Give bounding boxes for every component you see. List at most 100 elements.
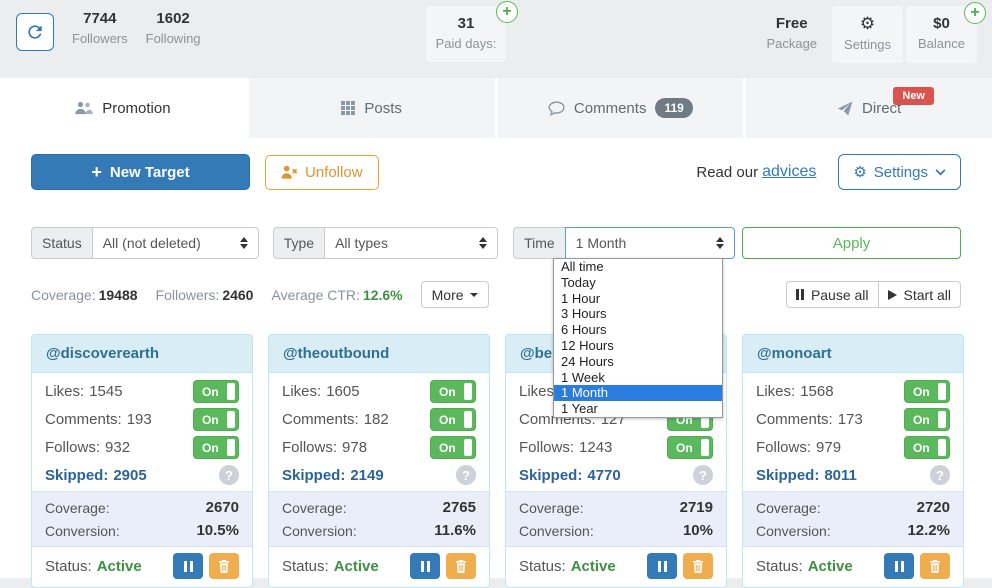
time-option-3-hours[interactable]: 3 Hours [561,306,607,322]
coverage-summary-value: 19488 [98,286,138,303]
card-metrics: Coverage: 2765 Conversion: 11.6% [269,491,489,547]
start-all-label: Start all [903,286,951,303]
time-option-1-hour[interactable]: 1 Hour [561,290,601,306]
settings-dropdown-button[interactable]: ⚙ Settings [838,154,961,190]
balance-card: $0 Balance + [906,2,986,63]
tab-promotion[interactable]: Promotion [0,78,249,138]
gear-icon: ⚙ [853,163,867,181]
likes-value: 1545 [89,382,123,400]
following-stat: 1602 Following [146,10,201,46]
paid-days-card: 31 Paid days: + [426,1,518,62]
delete-target-button[interactable] [920,553,950,579]
tab-direct[interactable]: Direct New [746,78,992,138]
pause-target-button[interactable] [173,553,203,579]
likes-label: Likes: [282,382,322,400]
comments-toggle[interactable]: On [193,407,239,431]
refresh-button[interactable] [16,13,54,51]
delete-target-button[interactable] [209,553,239,579]
card-status-row: Status: Active [32,547,252,587]
following-label: Following [145,31,201,46]
time-option-1-year[interactable]: 1 Year [561,401,598,417]
toggle-on-label: On [913,412,930,427]
type-filter-group: Type All types [272,227,499,259]
pause-icon [189,560,193,572]
time-option-1-month-selected[interactable]: 1 Month [554,385,722,402]
target-handle: @monoart [743,335,963,373]
help-icon[interactable]: ? [930,465,950,485]
follows-row: Follows: 1243 On [519,433,713,461]
type-select[interactable]: All types [324,227,499,259]
trash-icon [930,559,940,573]
likes-toggle[interactable]: On [904,379,950,403]
start-all-button[interactable]: Start all [878,281,961,308]
follows-label: Follows: [756,438,812,456]
status-value: Active [96,557,142,575]
pause-all-button[interactable]: Pause all [785,281,879,308]
help-icon[interactable]: ? [456,465,476,485]
pause-target-button[interactable] [410,553,440,579]
time-option-today[interactable]: Today [561,274,596,290]
follows-toggle[interactable]: On [430,435,476,459]
apply-label: Apply [832,234,871,252]
time-option-6-hours[interactable]: 6 Hours [561,322,607,338]
delete-target-button[interactable] [446,553,476,579]
time-filter-group: Time 1 Month [513,227,735,259]
likes-label: Likes: [45,382,85,400]
pause-target-button[interactable] [647,553,677,579]
add-balance-button[interactable]: + [964,2,986,24]
package-card: Free Package [754,6,829,63]
comments-toggle[interactable]: On [904,407,950,431]
add-paid-days-button[interactable]: + [496,1,518,23]
unfollow-button[interactable]: Unfollow [265,154,379,190]
settings-card[interactable]: ⚙ Settings [832,6,904,63]
card-body: Likes: 1568 On Comments: 173 On Follows: 97… [743,373,963,491]
help-icon[interactable]: ? [693,465,713,485]
target-handle: @theoutbound [269,335,489,373]
settings-label: Settings [844,37,892,52]
tab-posts-label: Posts [364,99,402,117]
time-option-all-time[interactable]: All time [561,259,604,274]
trash-icon [456,559,466,573]
followers-stat: 7744 Followers [72,10,128,46]
more-button[interactable]: More [420,281,489,308]
topbar-account-area: Free Package ⚙ Settings $0 Balance + [754,2,986,63]
tab-comments[interactable]: Comments 119 [497,78,747,138]
follows-label: Follows: [45,438,101,456]
status-select-value: All (not deleted) [102,235,201,251]
target-card: @discoverearth Likes: 1545 On Comments: 19… [31,334,253,588]
ctr-summary-label: Average CTR: [271,286,360,303]
follows-toggle[interactable]: On [193,435,239,459]
help-icon[interactable]: ? [219,465,239,485]
delete-target-button[interactable] [683,553,713,579]
follows-toggle[interactable]: On [667,435,713,459]
follows-toggle[interactable]: On [904,435,950,459]
trash-icon [219,559,229,573]
grid-icon [341,101,356,115]
likes-toggle[interactable]: On [193,379,239,403]
toggle-on-label: On [913,384,930,399]
new-target-button[interactable]: + New Target [31,154,250,190]
play-icon [887,289,897,300]
time-dropdown-list: All time Today 1 Hour 3 Hours 6 Hours 12… [553,258,723,418]
comments-toggle[interactable]: On [430,407,476,431]
pause-target-button[interactable] [884,553,914,579]
advices-link[interactable]: advices [762,163,817,180]
status-label: Status: [756,557,803,575]
comments-value: 173 [837,410,863,428]
new-feature-badge: New [893,87,934,105]
time-option-24-hours[interactable]: 24 Hours [561,353,614,369]
card-status-row: Status: Active [269,547,489,587]
time-select[interactable]: 1 Month [564,227,735,259]
status-select[interactable]: All (not deleted) [91,227,259,259]
conversion-value: 10% [682,522,713,539]
time-option-1-week[interactable]: 1 Week [561,369,605,385]
tab-posts[interactable]: Posts [248,78,498,138]
apply-button[interactable]: Apply [742,227,961,259]
card-body: Likes: 1545 On Comments: 193 On Follows: 93… [32,373,252,491]
balance-label: Balance [918,36,965,51]
toggle-on-label: On [439,384,456,399]
likes-toggle[interactable]: On [430,379,476,403]
package-label: Package [766,36,818,51]
time-option-12-hours[interactable]: 12 Hours [561,337,614,353]
skipped-row: Skipped: 8011 ? [756,461,950,489]
